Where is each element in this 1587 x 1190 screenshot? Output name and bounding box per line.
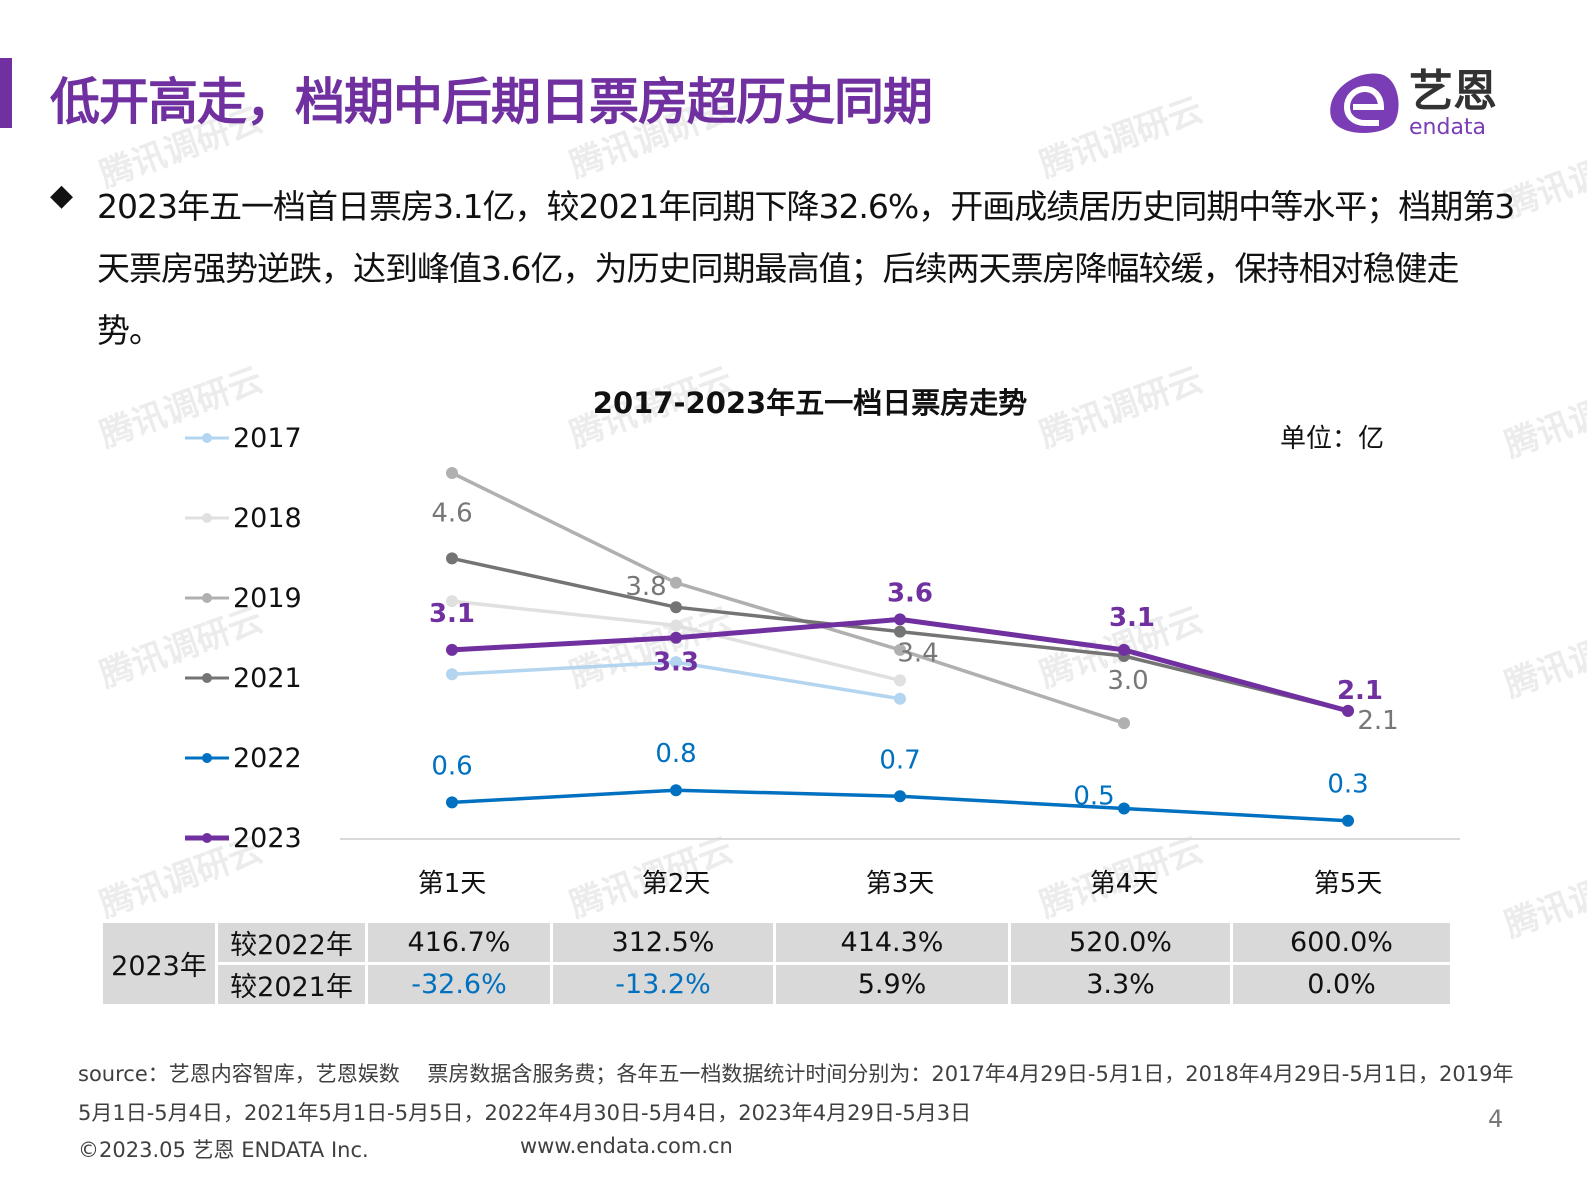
data-label-2022: 0.5 <box>1073 782 1114 812</box>
data-label-2023: 3.1 <box>429 599 475 629</box>
svg-text:endata: endata <box>1409 115 1486 140</box>
legend-marker-icon <box>185 593 229 603</box>
data-label-2022: 0.7 <box>879 745 920 775</box>
bullet-diamond-icon: ◆ <box>50 178 74 213</box>
data-point-2023 <box>1342 704 1354 717</box>
legend-item-2017: 2017 <box>185 422 302 454</box>
table-row: 2023年 较2022年 416.7% 312.5% 414.3% 520.0%… <box>100 920 1453 1007</box>
x-tick-label: 第4天 <box>1090 869 1159 899</box>
data-point-2023 <box>894 613 906 626</box>
x-tick-label: 第1天 <box>418 869 487 899</box>
legend-label: 2019 <box>233 582 302 614</box>
series-line-2019 <box>451 471 1125 725</box>
data-point-2022 <box>894 790 906 803</box>
source-note: source：艺恩内容智库，艺恩娱数 票房数据含服务费；各年五一档数据统计时间分… <box>78 1062 1514 1125</box>
x-tick-label: 第2天 <box>642 869 711 899</box>
legend-item-2021: 2021 <box>185 662 302 694</box>
legend-marker-icon <box>185 833 229 843</box>
data-point-2019 <box>1118 717 1130 730</box>
chart-unit: 单位：亿 <box>1280 424 1385 454</box>
growth-table: 2023年 较2022年 416.7% 312.5% 414.3% 520.0%… <box>100 920 1453 1007</box>
data-point-2019 <box>670 576 682 589</box>
table-cell: -13.2% <box>550 962 776 1007</box>
data-point-2017 <box>446 668 458 681</box>
row-group-header: 2023年 <box>100 920 218 1007</box>
data-point-2019 <box>894 643 906 656</box>
data-label-2021: 2.1 <box>1357 706 1398 736</box>
data-label-2022: 0.8 <box>655 739 696 769</box>
data-point-2017 <box>670 656 682 669</box>
svg-text:艺恩: 艺恩 <box>1409 66 1497 117</box>
table-cell: 414.3% <box>773 920 1011 965</box>
table-cell: 3.3% <box>1008 962 1233 1007</box>
data-point-2022 <box>1342 814 1354 827</box>
table-cell: 520.0% <box>1008 920 1233 965</box>
x-tick-label: 第5天 <box>1314 869 1383 899</box>
data-point-2022 <box>670 784 682 797</box>
data-point-2017 <box>894 692 906 705</box>
data-point-2023 <box>446 643 458 656</box>
data-point-2018 <box>446 595 458 608</box>
legend-marker-icon <box>185 433 229 443</box>
data-label-2023: 2.1 <box>1337 676 1383 706</box>
legend-marker-icon <box>185 673 229 683</box>
table-cell: 312.5% <box>550 920 776 965</box>
page-title: 低开高走，档期中后期日票房超历史同期 <box>50 73 933 131</box>
row-label: 较2021年 <box>215 962 368 1007</box>
data-label-2023: 3.6 <box>887 578 933 608</box>
data-label-2023: 3.3 <box>653 648 699 678</box>
legend-item-2018: 2018 <box>185 502 302 534</box>
copyright: ©2023.05 艺恩 ENDATA Inc. <box>78 1138 369 1162</box>
legend-label: 2021 <box>233 662 302 694</box>
chart-title: 2017-2023年五一档日票房走势 <box>592 386 1028 420</box>
data-label-2021: 3.4 <box>897 639 938 669</box>
table-cell: 416.7% <box>365 920 553 965</box>
data-label-2023: 3.1 <box>1109 603 1155 633</box>
legend-label: 2023 <box>233 822 302 854</box>
page-number: 4 <box>1488 1105 1504 1133</box>
legend-item-2022: 2022 <box>185 742 302 774</box>
table-cell: -32.6% <box>365 962 553 1007</box>
endata-logo: 艺恩 endata <box>1325 62 1515 142</box>
data-point-2021 <box>446 552 458 565</box>
data-point-2023 <box>670 631 682 644</box>
endata-logo-icon: 艺恩 endata <box>1330 66 1497 140</box>
data-point-2022 <box>446 796 458 809</box>
website-link[interactable]: www.endata.com.cn <box>520 1134 733 1158</box>
legend-item-2023: 2023 <box>185 822 302 854</box>
table-cell: 0.0% <box>1230 962 1453 1007</box>
line-chart: 第1天 第2天 第3天 第4天 第5天 4.6 3.8 3.4 3.0 2.1 0.6 0.8 0.7 0… <box>340 467 1460 899</box>
data-point-2021 <box>670 601 682 614</box>
data-point-2018 <box>894 674 906 687</box>
legend-label: 2017 <box>233 422 302 454</box>
legend-marker-icon <box>185 513 229 523</box>
data-point-2021 <box>894 625 906 638</box>
table-cell: 5.9% <box>773 962 1011 1007</box>
data-label-2021: 3.8 <box>625 572 666 602</box>
legend-marker-icon <box>185 753 229 763</box>
x-tick-label: 第3天 <box>866 869 935 899</box>
data-label-2022: 0.6 <box>431 751 472 781</box>
data-label-2022: 0.3 <box>1327 770 1368 800</box>
title-accent-bar <box>0 58 12 128</box>
data-point-2022 <box>1118 802 1130 815</box>
legend-item-2019: 2019 <box>185 582 302 614</box>
data-point-2018 <box>670 619 682 632</box>
data-point-2019 <box>446 467 458 479</box>
legend-label: 2018 <box>233 502 302 534</box>
data-label-2021: 4.6 <box>431 498 472 528</box>
table-cell: 600.0% <box>1230 920 1453 965</box>
row-label: 较2022年 <box>215 920 368 965</box>
table-row: 较2021年 -32.6% -13.2% 5.9% 3.3% 0.0% <box>102 962 1453 1007</box>
summary-text: 2023年五一档首日票房3.1亿，较2021年同期下降32.6%，开画成绩居历史… <box>97 187 1515 350</box>
data-point-2023 <box>1118 643 1130 656</box>
data-label-2021: 3.0 <box>1107 666 1148 696</box>
legend-label: 2022 <box>233 742 302 774</box>
